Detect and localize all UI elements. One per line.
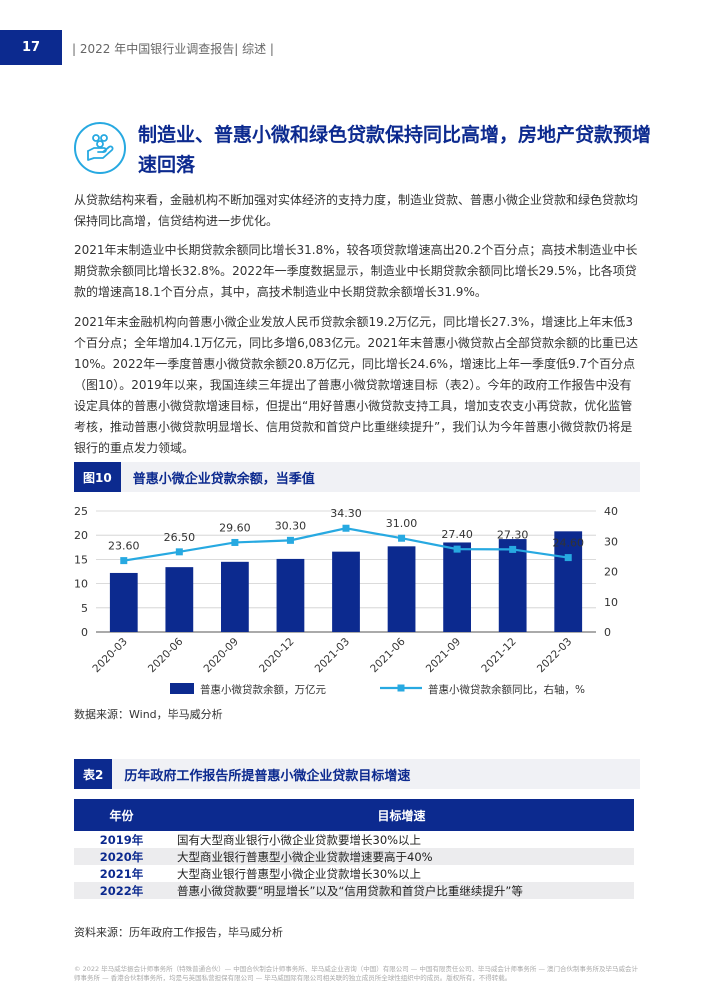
line-point bbox=[286, 536, 294, 544]
table-row: 2020年 大型商业银行普惠型小微企业贷款增速要高于40% bbox=[74, 848, 634, 865]
line-point bbox=[509, 545, 517, 553]
data-label: 34.30 bbox=[330, 507, 362, 520]
table-cell-year: 2022年 bbox=[74, 882, 169, 899]
line-point bbox=[398, 534, 406, 542]
running-title: | 2022 年中国银行业调查报告| 综述 | bbox=[72, 42, 274, 56]
table-cell-year: 2021年 bbox=[99, 866, 144, 881]
x-tick-label: 2021-03 bbox=[313, 636, 353, 676]
x-tick-label: 2022-03 bbox=[535, 636, 575, 676]
table-cell-year: 2020年 bbox=[74, 848, 169, 865]
table-col-year: 年份 bbox=[74, 799, 169, 831]
y-left-tick-label: 5 bbox=[81, 602, 88, 615]
table-cell-target: 国有大型商业银行小微企业贷款要增长30%以上 bbox=[177, 832, 422, 847]
y-left-tick-label: 15 bbox=[74, 553, 88, 566]
x-tick-label: 2020-03 bbox=[90, 636, 130, 676]
y-right-tick-label: 0 bbox=[604, 626, 611, 639]
bar bbox=[554, 531, 583, 632]
x-tick-label: 2021-12 bbox=[479, 636, 519, 676]
y-left-tick-label: 10 bbox=[74, 578, 88, 591]
legend-swatch-bar bbox=[170, 683, 194, 694]
x-tick-label: 2021-09 bbox=[424, 636, 464, 676]
hand-coins-icon bbox=[74, 122, 126, 174]
table-source: 资料来源：历年政府工作报告，毕马威分析 bbox=[74, 926, 283, 939]
line-point bbox=[120, 557, 128, 565]
y-right-tick-label: 30 bbox=[604, 535, 618, 548]
table-row: 2019年 国有大型商业银行小微企业贷款要增长30%以上 bbox=[74, 831, 634, 848]
data-label: 30.30 bbox=[275, 519, 307, 532]
data-label: 31.00 bbox=[386, 517, 418, 530]
paragraph-2: 2021年末制造业中长期贷款余额同比增长31.8%，较各项贷款增速高出20.2个… bbox=[74, 243, 638, 299]
data-label: 27.40 bbox=[441, 528, 473, 541]
table-row: 2022年 普惠小微贷款要“明显增长”以及“信用贷款和首贷户比重继续提升”等 bbox=[74, 882, 634, 899]
data-label: 29.60 bbox=[219, 521, 251, 534]
bar bbox=[276, 558, 305, 632]
data-label: 23.60 bbox=[108, 540, 139, 553]
table-label: 表2 bbox=[74, 759, 113, 789]
y-left-tick-label: 25 bbox=[74, 505, 88, 518]
x-tick-label: 2020-12 bbox=[257, 636, 297, 676]
x-tick-label: 2021-06 bbox=[368, 635, 408, 675]
table-title: 历年政府工作报告所提普惠小微企业贷款目标增速 bbox=[124, 768, 411, 784]
y-left-tick-label: 20 bbox=[74, 529, 88, 542]
table-col-target: 目标增速 bbox=[169, 799, 634, 831]
y-right-tick-label: 40 bbox=[604, 505, 618, 518]
paragraph-3: 2021年末金融机构向普惠小微企业发放人民币贷款余额19.2万亿元，同比增长27… bbox=[74, 315, 638, 455]
legend-label-bar: 普惠小微贷款余额，万亿元 bbox=[200, 683, 326, 696]
y-right-tick-label: 20 bbox=[604, 566, 618, 579]
target-table: 年份 目标增速 2019年 国有大型商业银行小微企业贷款要增长30%以上 202… bbox=[74, 799, 634, 899]
paragraph-1: 从贷款结构来看，金融机构不断加强对实体经济的支持力度，制造业贷款、普惠小微企业贷… bbox=[74, 193, 639, 228]
table-cell-target: 大型商业银行普惠型小微企业贷款增长30%以上 bbox=[177, 866, 422, 881]
line-point bbox=[231, 538, 239, 546]
data-label: 24.60 bbox=[552, 537, 584, 550]
bar bbox=[387, 546, 416, 632]
page-number: 17 bbox=[0, 30, 62, 65]
bar bbox=[498, 539, 527, 632]
y-right-tick-label: 10 bbox=[604, 596, 618, 609]
bar bbox=[221, 561, 249, 632]
table-cell-target: 普惠小微贷款要“明显增长”以及“信用贷款和首贷户比重继续提升”等 bbox=[169, 882, 634, 899]
line-point bbox=[453, 545, 461, 553]
bar bbox=[165, 567, 194, 632]
figure-title: 普惠小微企业贷款余额，当季值 bbox=[132, 471, 315, 487]
bar bbox=[109, 572, 138, 632]
data-label: 26.50 bbox=[164, 531, 196, 544]
table-row: 2021年 大型商业银行普惠型小微企业贷款增长30%以上 bbox=[74, 865, 634, 882]
bar bbox=[443, 542, 471, 632]
line-point bbox=[342, 524, 350, 532]
x-tick-label: 2020-06 bbox=[146, 635, 186, 675]
figure-header: 图10 普惠小微企业贷款余额，当季值 bbox=[74, 462, 640, 492]
loan-balance-chart: 0 5 10 15 20 25 0 10 20 30 40 23.60 26.50 29.60 30.30 3… bbox=[74, 505, 618, 696]
legend-swatch-marker bbox=[397, 684, 405, 692]
data-label: 27.30 bbox=[497, 528, 528, 541]
section-title: 制造业、普惠小微和绿色贷款保持同比高增，房地产贷款预增速回落 bbox=[138, 124, 652, 176]
x-tick-label: 2020-09 bbox=[202, 636, 242, 676]
figure-source: 数据来源：Wind，毕马威分析 bbox=[74, 708, 223, 721]
copyright-footer: © 2022 毕马威华振会计师事务所（特殊普通合伙）— 中国合伙制会计师事务所、… bbox=[74, 965, 639, 982]
table-header: 表2 历年政府工作报告所提普惠小微企业贷款目标增速 bbox=[74, 759, 640, 789]
table-cell-target: 大型商业银行普惠型小微企业贷款增速要高于40% bbox=[169, 848, 634, 865]
legend-label-line: 普惠小微贷款余额同比，右轴，% bbox=[428, 683, 585, 696]
line-point bbox=[175, 548, 183, 556]
table-cell-year: 2019年 bbox=[99, 832, 144, 847]
figure-label: 图10 bbox=[74, 462, 121, 492]
y-left-tick-label: 0 bbox=[81, 626, 88, 639]
bar bbox=[332, 551, 360, 632]
line-point bbox=[564, 554, 572, 562]
